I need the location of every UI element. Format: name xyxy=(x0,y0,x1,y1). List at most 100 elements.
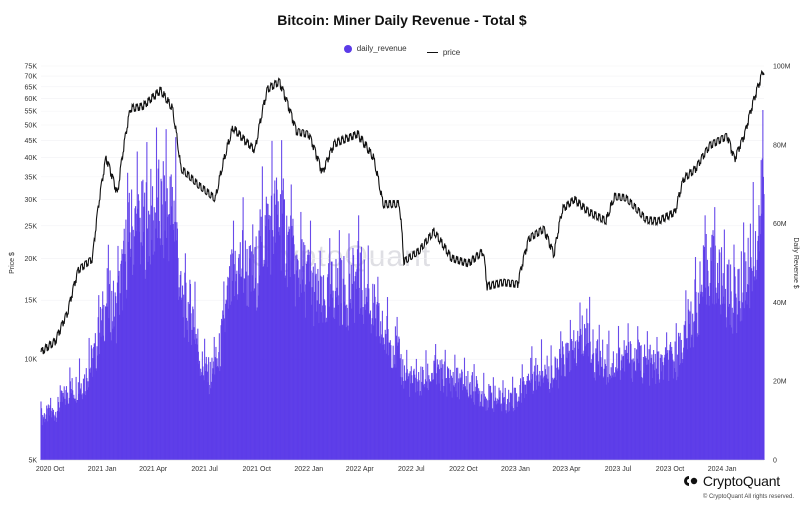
revenue-bar xyxy=(551,387,553,460)
legend-item-daily-revenue[interactable]: daily_revenue xyxy=(343,44,407,53)
revenue-bar xyxy=(458,399,460,460)
revenue-bar xyxy=(719,252,721,460)
revenue-bar xyxy=(654,353,656,460)
revenue-bar xyxy=(504,387,506,460)
revenue-bar xyxy=(694,257,697,460)
revenue-bar xyxy=(724,303,726,460)
revenue-bar xyxy=(637,339,639,460)
revenue-bar xyxy=(261,166,263,460)
revenue-bar xyxy=(141,181,143,460)
revenue-bar xyxy=(559,348,561,460)
revenue-bar xyxy=(110,332,112,460)
revenue-bar xyxy=(497,399,500,460)
revenue-bar xyxy=(483,372,485,460)
revenue-bar xyxy=(548,366,550,460)
revenue-bar xyxy=(628,363,630,460)
revenue-bar xyxy=(660,354,662,460)
revenue-bar xyxy=(511,406,513,460)
revenue-bar xyxy=(341,325,343,460)
revenue-bar xyxy=(645,356,647,460)
revenue-bar xyxy=(525,384,527,460)
revenue-bar xyxy=(700,291,702,460)
revenue-bar xyxy=(447,368,449,460)
revenue-bar xyxy=(518,401,520,460)
revenue-bar xyxy=(559,353,561,460)
revenue-bar xyxy=(636,349,638,460)
revenue-bar xyxy=(461,369,463,460)
revenue-bar xyxy=(668,350,670,460)
revenue-bar xyxy=(379,336,381,460)
revenue-bar xyxy=(686,338,688,460)
revenue-bar xyxy=(418,372,420,460)
revenue-bar xyxy=(180,271,182,460)
revenue-bar xyxy=(423,383,425,460)
revenue-bar xyxy=(759,215,761,460)
revenue-bar xyxy=(475,386,477,460)
revenue-bar xyxy=(562,346,564,460)
revenue-bar xyxy=(742,292,744,460)
revenue-bar xyxy=(72,390,74,460)
revenue-bar xyxy=(41,425,43,460)
revenue-bar xyxy=(63,386,65,460)
price-line xyxy=(40,69,765,355)
revenue-bar xyxy=(670,351,672,460)
revenue-bar xyxy=(380,321,382,460)
revenue-bar xyxy=(709,282,711,460)
revenue-bar xyxy=(98,354,100,460)
revenue-bar xyxy=(452,371,454,460)
revenue-bar xyxy=(294,306,296,460)
revenue-bar xyxy=(724,288,727,460)
revenue-bar xyxy=(185,282,187,460)
revenue-bar xyxy=(489,385,492,460)
revenue-bar xyxy=(59,407,61,460)
revenue-bar xyxy=(217,367,219,460)
revenue-bar xyxy=(688,309,690,460)
revenue-bar xyxy=(217,366,219,460)
x-tick-label: 2023 Oct xyxy=(656,466,684,473)
revenue-bar xyxy=(142,179,144,460)
revenue-bar xyxy=(116,303,118,460)
revenue-bar xyxy=(127,172,129,461)
revenue-bar xyxy=(337,304,339,460)
revenue-bar xyxy=(534,381,536,460)
left-axis-label: Price $ xyxy=(9,252,16,274)
revenue-bar xyxy=(259,209,261,460)
revenue-bar xyxy=(694,279,696,460)
revenue-bar xyxy=(168,261,170,460)
revenue-bar xyxy=(179,296,181,460)
revenue-bar xyxy=(616,353,618,460)
revenue-bar xyxy=(188,304,190,460)
revenue-bar xyxy=(661,355,663,460)
revenue-bar xyxy=(181,285,184,460)
revenue-bar xyxy=(201,372,203,460)
revenue-bar xyxy=(115,296,117,460)
revenue-bar xyxy=(681,362,684,460)
revenue-bar xyxy=(71,378,73,460)
revenue-bar xyxy=(467,398,470,460)
revenue-bar xyxy=(41,408,43,460)
revenue-bar xyxy=(445,378,447,460)
revenue-bar xyxy=(454,383,456,460)
revenue-bar xyxy=(218,352,220,460)
revenue-bar xyxy=(415,392,417,460)
revenue-bar xyxy=(157,168,159,460)
revenue-bar xyxy=(440,390,442,460)
legend-item-price[interactable]: price xyxy=(426,48,460,57)
revenue-bar xyxy=(604,359,606,460)
revenue-bar xyxy=(624,371,626,460)
revenue-bar xyxy=(105,306,107,460)
right-tick-label: 40M xyxy=(773,300,787,307)
revenue-bar xyxy=(251,275,253,460)
revenue-bar xyxy=(455,391,457,460)
revenue-bar xyxy=(364,304,366,460)
revenue-bar xyxy=(541,378,543,460)
revenue-bar xyxy=(161,181,163,460)
revenue-bar xyxy=(419,395,421,460)
revenue-bar xyxy=(282,190,284,460)
x-tick-label: 2021 Jul xyxy=(191,466,218,473)
revenue-bar xyxy=(406,369,408,460)
revenue-bar xyxy=(653,362,655,460)
revenue-bar xyxy=(692,313,694,460)
revenue-bar xyxy=(493,411,495,460)
